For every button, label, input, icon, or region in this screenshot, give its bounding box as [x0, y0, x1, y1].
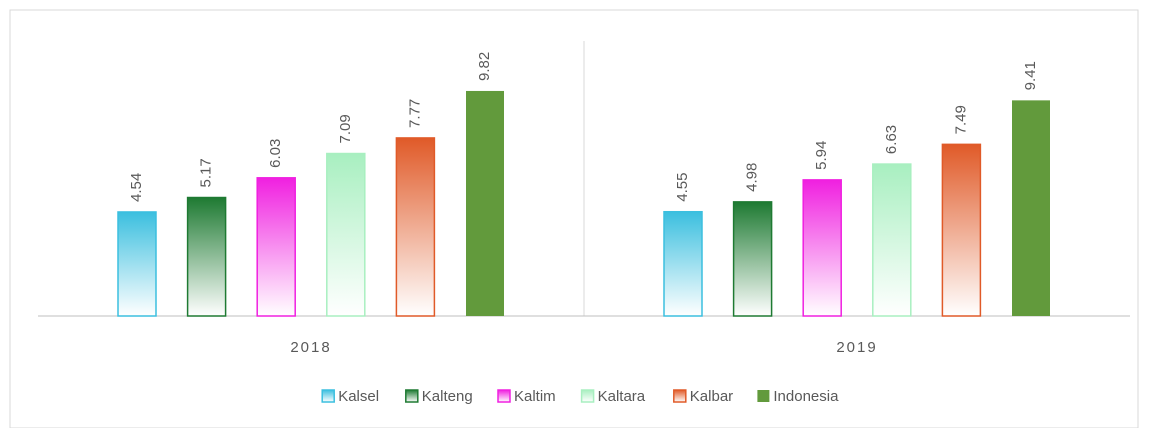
bar [941, 143, 982, 317]
x-tick-label: 2019 [836, 339, 877, 356]
legend-label: Kaltim [514, 388, 556, 405]
legend-swatch [580, 389, 595, 403]
legend-label: Kalbar [690, 388, 733, 405]
bar [872, 163, 912, 317]
bar [326, 152, 366, 317]
data-label: 7.77 [406, 99, 423, 128]
data-label: 7.49 [952, 105, 969, 134]
legend-swatch [757, 390, 770, 402]
chart-frame [9, 9, 1139, 428]
x-tick-label: 2018 [290, 339, 331, 356]
legend-swatch [497, 389, 511, 403]
bar [802, 179, 842, 317]
bar [186, 196, 227, 317]
legend-label: Kalteng [422, 388, 473, 405]
legend-swatch [673, 389, 687, 403]
data-label: 4.54 [128, 173, 145, 202]
bar [395, 137, 436, 317]
legend-label: Kalsel [338, 388, 379, 405]
bar [663, 210, 703, 317]
bar [1012, 100, 1050, 317]
legend-swatch [405, 389, 419, 403]
bar [256, 177, 296, 317]
data-label: 5.17 [198, 158, 215, 187]
bar [466, 90, 504, 316]
bar [732, 201, 773, 317]
data-label: 6.63 [883, 125, 900, 154]
data-label: 7.09 [337, 114, 354, 143]
data-label: 6.03 [267, 139, 284, 168]
data-label: 9.41 [1022, 61, 1039, 90]
legend-swatch [321, 389, 335, 403]
legend-label: Kaltara [598, 388, 646, 405]
legend-label: Indonesia [773, 388, 839, 405]
data-label: 4.55 [674, 173, 691, 202]
data-label: 9.82 [476, 52, 493, 81]
bar [117, 211, 157, 317]
data-label: 4.98 [744, 163, 761, 192]
data-label: 5.94 [813, 141, 830, 170]
